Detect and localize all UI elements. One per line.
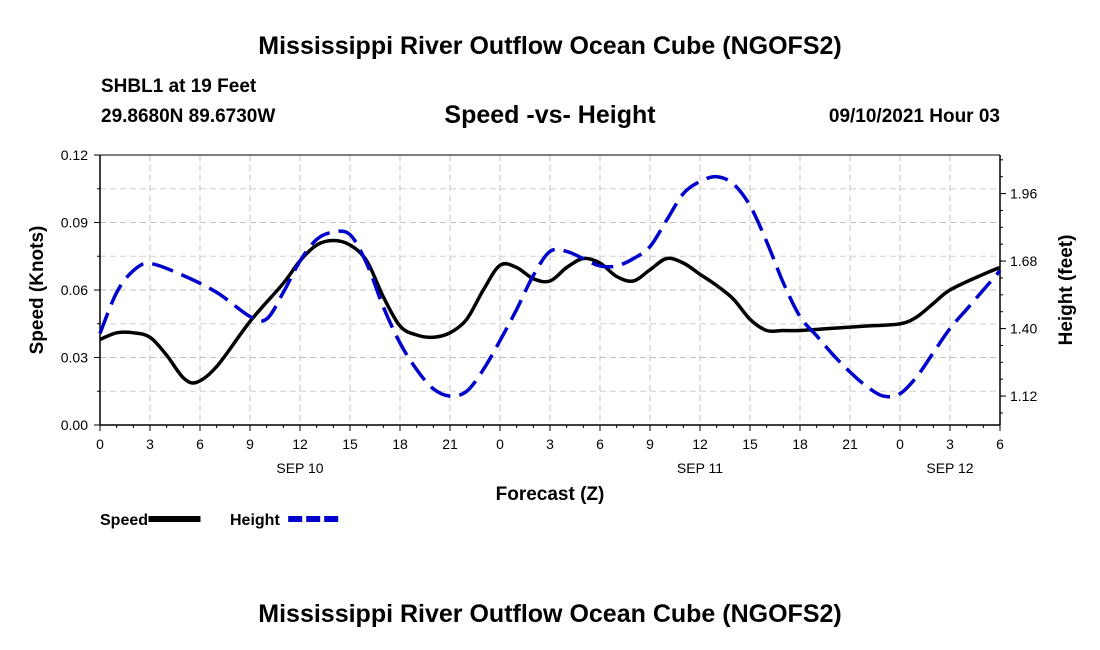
x-tick-label: 15 [742, 436, 758, 452]
chart-title: Mississippi River Outflow Ocean Cube (NG… [258, 32, 842, 60]
x-tick-label: 6 [996, 436, 1004, 452]
series-line-height [98, 174, 1002, 399]
x-tick-label: 0 [896, 436, 904, 452]
x-tick-label: 9 [646, 436, 654, 452]
y2-tick-label: 1.12 [1010, 388, 1037, 404]
y2-tick-label: 1.96 [1010, 186, 1037, 202]
x-tick-label: 18 [792, 436, 808, 452]
y-axis-title: Speed (Knots) [27, 226, 48, 355]
y2-tick-label: 1.40 [1010, 321, 1037, 337]
y-tick-label: 0.03 [61, 350, 88, 366]
y-tick-label: 0.12 [61, 147, 88, 163]
x-tick-label: 0 [96, 436, 104, 452]
x-tick-label: 15 [342, 436, 358, 452]
x-tick-label: 6 [596, 436, 604, 452]
x-tick-label: 21 [442, 436, 458, 452]
coordinates-label: 29.8680N 89.6730W [101, 106, 276, 127]
series-line-speed [99, 238, 1001, 385]
station-label: SHBL1 at 19 Feet [101, 76, 257, 97]
y-tick-label: 0.09 [61, 215, 88, 231]
chart-subtitle: Speed -vs- Height [444, 101, 656, 129]
date-label: SEP 11 [677, 460, 723, 476]
legend-label-height: Height [230, 512, 280, 529]
x-tick-label: 18 [392, 436, 408, 452]
x-tick-label: 3 [146, 436, 154, 452]
x-tick-label: 21 [842, 436, 858, 452]
x-axis-title: Forecast (Z) [496, 484, 605, 505]
y-tick-label: 0.00 [61, 417, 88, 433]
x-tick-label: 3 [946, 436, 954, 452]
x-tick-label: 12 [292, 436, 308, 452]
y2-tick-label: 1.68 [1010, 253, 1037, 269]
y2-axis-title: Height (feet) [1056, 235, 1077, 346]
x-tick-label: 12 [692, 436, 708, 452]
forecast-datetime: 09/10/2021 Hour 03 [828, 106, 1000, 127]
x-tick-label: 3 [546, 436, 554, 452]
x-tick-label: 6 [196, 436, 204, 452]
x-tick-label: 9 [246, 436, 254, 452]
x-tick-label: 0 [496, 436, 504, 452]
footer-title: Mississippi River Outflow Ocean Cube (NG… [258, 600, 842, 628]
legend-label-speed: Speed [100, 512, 148, 529]
date-label: SEP 10 [276, 460, 323, 476]
date-label: SEP 12 [926, 460, 973, 476]
y-tick-label: 0.06 [61, 282, 88, 298]
